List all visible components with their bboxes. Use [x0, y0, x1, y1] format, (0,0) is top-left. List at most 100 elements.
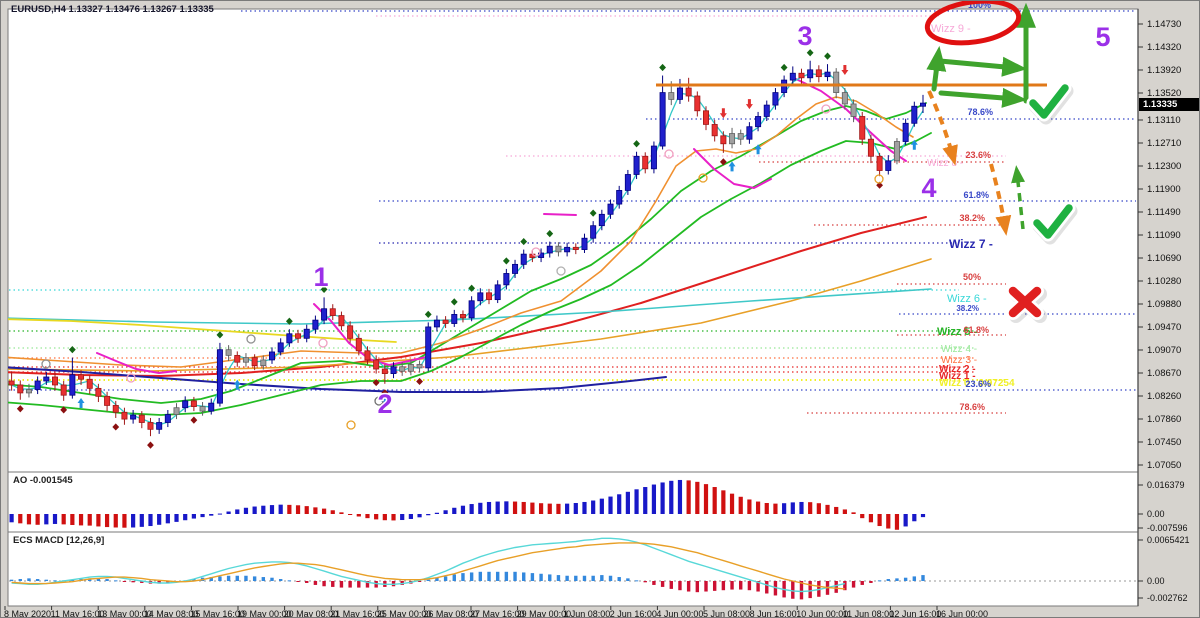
- candle[interactable]: [303, 328, 310, 339]
- candle[interactable]: [859, 116, 866, 140]
- candle[interactable]: [182, 400, 189, 409]
- candle[interactable]: [52, 376, 59, 386]
- candle[interactable]: [737, 133, 744, 140]
- candle[interactable]: [164, 414, 171, 423]
- candle[interactable]: [95, 387, 102, 397]
- candle[interactable]: [121, 411, 128, 420]
- candle[interactable]: [564, 246, 571, 253]
- candle[interactable]: [711, 124, 718, 137]
- candle[interactable]: [268, 351, 275, 361]
- candle[interactable]: [772, 92, 779, 106]
- time-axis-label[interactable]: 27 May 16:00: [470, 609, 525, 618]
- time-axis-label[interactable]: 15 May 16:00: [190, 609, 245, 618]
- candle[interactable]: [833, 71, 840, 93]
- candle[interactable]: [364, 350, 371, 361]
- time-axis-label[interactable]: 12 Jun 16:00: [889, 609, 941, 618]
- candle[interactable]: [130, 414, 137, 420]
- candle[interactable]: [650, 145, 657, 170]
- candle[interactable]: [295, 333, 302, 339]
- time-axis-label[interactable]: 14 May 08:00: [144, 609, 199, 618]
- candle[interactable]: [485, 292, 492, 301]
- time-axis-label[interactable]: 8 May 2020: [4, 609, 51, 618]
- time-axis-label[interactable]: 2 Jun 16:00: [610, 609, 657, 618]
- candle[interactable]: [381, 368, 388, 374]
- candle[interactable]: [425, 326, 432, 369]
- time-axis-label[interactable]: 4 Jun 00:00: [656, 609, 703, 618]
- candle[interactable]: [590, 225, 597, 239]
- candle[interactable]: [234, 354, 241, 363]
- candle[interactable]: [459, 314, 466, 319]
- candle[interactable]: [598, 213, 605, 227]
- candle[interactable]: [893, 141, 900, 162]
- candle[interactable]: [624, 174, 631, 191]
- candle[interactable]: [546, 245, 553, 254]
- candle[interactable]: [69, 374, 76, 396]
- candle[interactable]: [468, 300, 475, 319]
- candle[interactable]: [555, 245, 562, 253]
- candle[interactable]: [668, 92, 675, 100]
- candle[interactable]: [321, 308, 328, 321]
- candle[interactable]: [260, 359, 267, 367]
- candle[interactable]: [703, 110, 710, 125]
- candle[interactable]: [355, 337, 362, 352]
- candle[interactable]: [399, 366, 406, 372]
- candle[interactable]: [729, 133, 736, 145]
- macd-indicator-panel[interactable]: [7, 531, 1139, 607]
- price-axis[interactable]: 1.14730 1.14320 1.13920 1.13520 1.13110 1.127…: [1138, 19, 1190, 603]
- time-axis-label[interactable]: 13 May 00:00: [97, 609, 152, 618]
- candle[interactable]: [43, 376, 50, 382]
- candle[interactable]: [451, 314, 458, 324]
- ao-indicator-panel[interactable]: [7, 471, 1139, 533]
- candle[interactable]: [720, 135, 727, 145]
- candle[interactable]: [503, 273, 510, 286]
- time-axis-label[interactable]: 11 May 16:00: [51, 609, 105, 618]
- candle[interactable]: [572, 246, 579, 250]
- candle[interactable]: [676, 87, 683, 100]
- candle[interactable]: [841, 92, 848, 105]
- candle[interactable]: [520, 253, 527, 265]
- candle[interactable]: [911, 105, 918, 124]
- candle[interactable]: [34, 380, 41, 390]
- candle[interactable]: [433, 319, 440, 328]
- candle[interactable]: [746, 126, 753, 140]
- candle[interactable]: [190, 400, 197, 407]
- candle[interactable]: [581, 237, 588, 250]
- candle[interactable]: [147, 422, 154, 430]
- candle[interactable]: [199, 406, 206, 412]
- candle[interactable]: [694, 95, 701, 112]
- time-axis-label[interactable]: 26 May 08:00: [423, 609, 478, 618]
- candle[interactable]: [25, 389, 32, 394]
- candle[interactable]: [824, 71, 831, 78]
- time-axis-label[interactable]: 8 Jun 16:00: [750, 609, 797, 618]
- candle[interactable]: [138, 414, 145, 423]
- candle[interactable]: [807, 69, 814, 79]
- candle[interactable]: [78, 374, 85, 380]
- candle[interactable]: [416, 364, 423, 369]
- candle[interactable]: [876, 155, 883, 171]
- candle[interactable]: [607, 203, 614, 215]
- candle[interactable]: [225, 349, 232, 356]
- candle[interactable]: [338, 315, 345, 327]
- candle[interactable]: [390, 366, 397, 374]
- time-axis-label[interactable]: 11 Jun 08:00: [843, 609, 894, 618]
- candle[interactable]: [442, 319, 449, 324]
- candle[interactable]: [798, 72, 805, 79]
- time-axis-label[interactable]: 19 May 00:00: [237, 609, 292, 618]
- time-axis-label[interactable]: 1 Jun 08:00: [563, 609, 610, 618]
- candle[interactable]: [763, 104, 770, 117]
- candle[interactable]: [329, 308, 336, 316]
- candle[interactable]: [347, 325, 354, 339]
- candle[interactable]: [112, 405, 119, 413]
- candle[interactable]: [902, 122, 909, 142]
- candle[interactable]: [789, 72, 796, 81]
- time-axis-label[interactable]: 5 Jun 08:00: [703, 609, 750, 618]
- candle[interactable]: [104, 395, 111, 406]
- candle[interactable]: [208, 402, 215, 412]
- time-axis-label[interactable]: 21 May 16:00: [330, 609, 385, 618]
- candlesticks[interactable]: [8, 60, 927, 437]
- candle[interactable]: [173, 407, 180, 415]
- candle[interactable]: [755, 116, 762, 128]
- candle[interactable]: [251, 357, 258, 367]
